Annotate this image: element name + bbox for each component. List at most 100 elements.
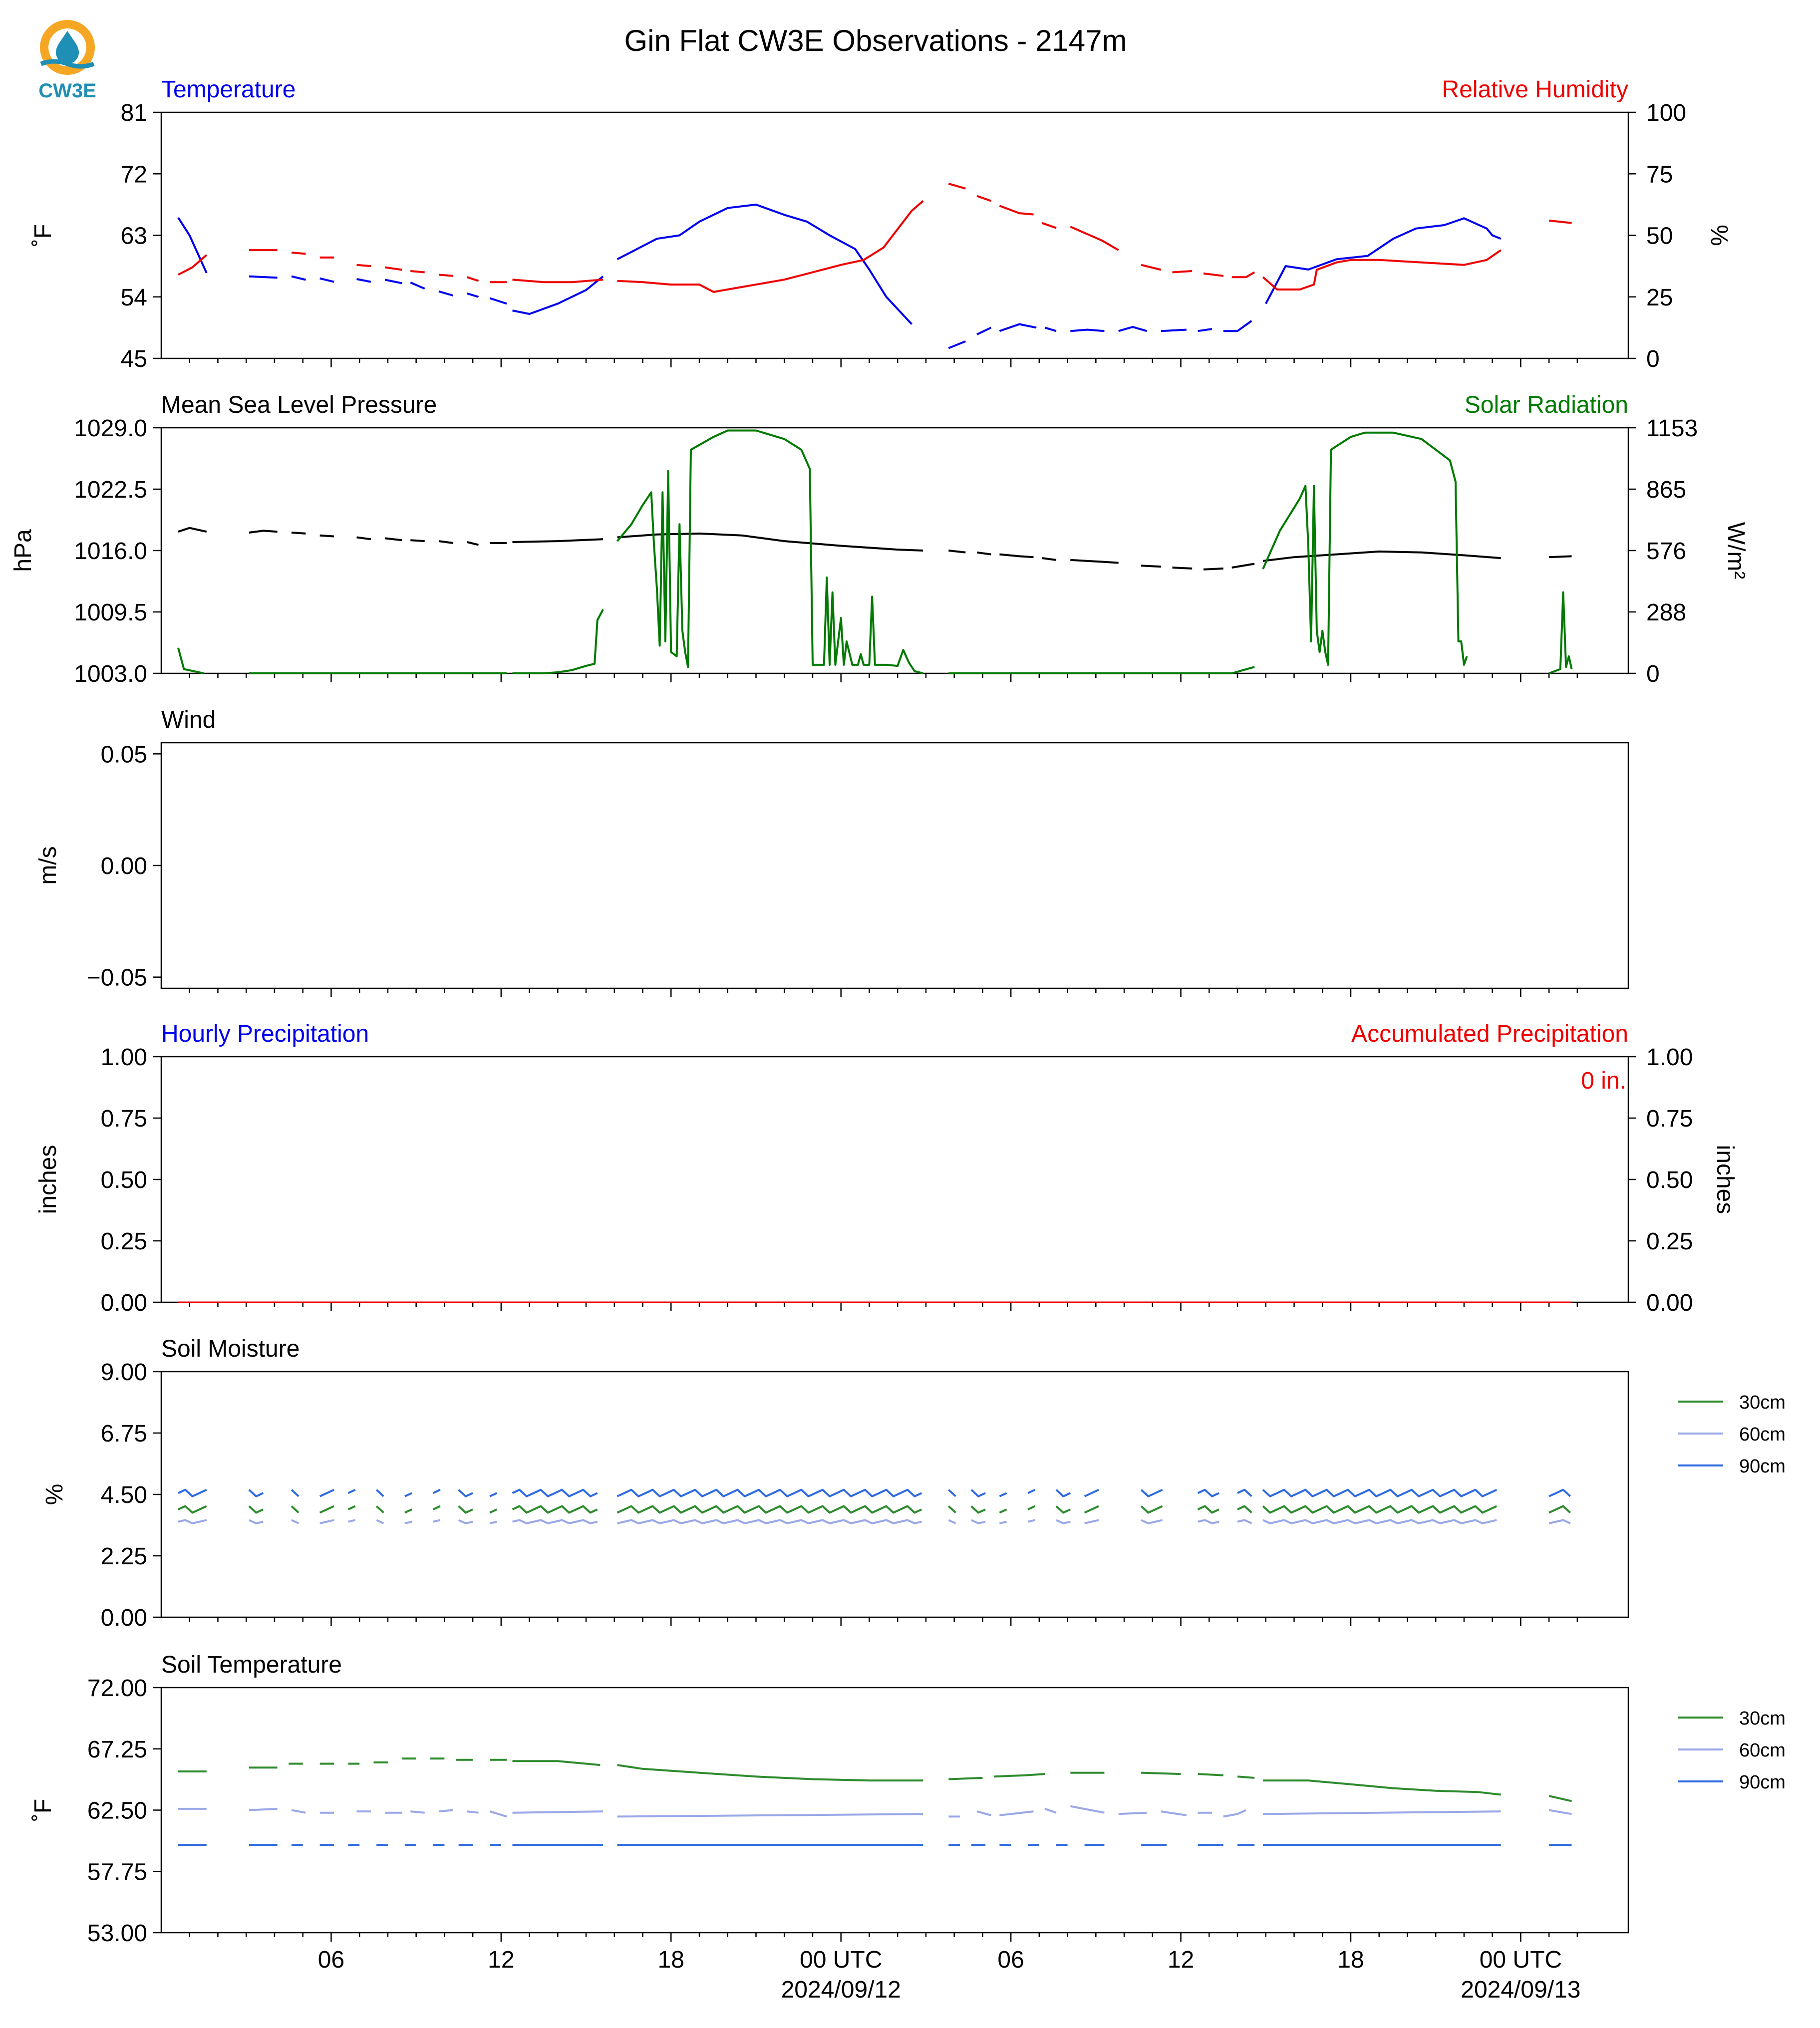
y-tick-label: 53.00 xyxy=(87,1920,147,1947)
panel-right-title: Relative Humidity xyxy=(1442,76,1628,103)
series-line-Temperature xyxy=(177,203,1502,349)
series-line-Solar Radiation xyxy=(177,429,1573,674)
y-axis-label: m/s xyxy=(35,846,61,884)
y-right-tick-label: 0.50 xyxy=(1646,1167,1693,1193)
y-right-tick-label: 0 xyxy=(1646,661,1660,687)
x-tick-label: 06 xyxy=(997,1947,1024,1973)
y-right-tick-label: 25 xyxy=(1646,285,1673,311)
y-tick-label: 63 xyxy=(121,223,147,250)
y-tick-label: 81 xyxy=(121,100,147,126)
y-tick-label: 1.00 xyxy=(101,1044,147,1071)
y-right-tick-label: 0 xyxy=(1646,346,1660,372)
y-tick-label: 72 xyxy=(121,161,147,188)
y-axis-label: % xyxy=(41,1484,68,1505)
accumulated-total-label: 0 in. xyxy=(1581,1068,1626,1094)
x-tick-label: 00 UTC xyxy=(800,1947,882,1973)
y-right-tick-label: 288 xyxy=(1646,599,1686,626)
y-tick-label: 0.75 xyxy=(101,1106,147,1132)
y-tick-label: 62.50 xyxy=(87,1798,147,1824)
x-tick-label: 12 xyxy=(1168,1947,1194,1973)
y-axis-label: ˚F xyxy=(30,224,56,247)
panel-right-title: Solar Radiation xyxy=(1465,392,1628,418)
panel-left-title: Soil Moisture xyxy=(161,1336,300,1362)
panel-3: Hourly Precipitation Accumulated Precipit… xyxy=(35,1021,1738,1316)
series-line-90cm xyxy=(178,1488,1571,1497)
series-line-30cm xyxy=(178,1757,1572,1802)
y-right-tick-label: 50 xyxy=(1646,223,1673,250)
x-tick-label: 12 xyxy=(488,1947,514,1973)
y-right-tick-label: 0.00 xyxy=(1646,1290,1693,1316)
logo-wave-icon xyxy=(40,59,95,69)
legend-label: 30cm xyxy=(1739,1392,1786,1413)
y-axis-label: hPa xyxy=(10,529,36,572)
panel-4: Soil Moisture 9.00 6.75 4.50 2.25 0.00% 30cm 60… xyxy=(41,1336,1786,1631)
y-tick-label: 0.25 xyxy=(101,1228,147,1255)
y-tick-label: 54 xyxy=(121,285,147,311)
y-right-axis-label: inches xyxy=(1712,1145,1738,1214)
y-tick-label: 0.05 xyxy=(101,741,147,768)
x-tick-label: 06 xyxy=(318,1947,344,1973)
y-tick-label: 2.25 xyxy=(101,1543,147,1570)
y-tick-label: 67.25 xyxy=(87,1737,147,1763)
panel-left-title: Wind xyxy=(161,707,216,733)
legend-label: 60cm xyxy=(1739,1740,1786,1761)
y-axis-label: inches xyxy=(35,1145,61,1214)
y-right-tick-label: 576 xyxy=(1646,538,1686,565)
panel-left-title: Soil Temperature xyxy=(161,1652,342,1678)
y-right-tick-label: 0.75 xyxy=(1646,1106,1693,1132)
y-tick-label: 0.50 xyxy=(101,1167,147,1193)
logo-text: CW3E xyxy=(38,80,96,102)
charts-container: Temperature Relative Humidity 81 72 63 54 45 ˚F… xyxy=(10,76,1786,2003)
x-tick-label: 00 UTC xyxy=(1480,1947,1562,1973)
y-right-tick-label: 865 xyxy=(1646,477,1686,503)
x-tick-date-label: 2024/09/12 xyxy=(781,1977,901,2003)
y-tick-label: 57.75 xyxy=(87,1859,147,1885)
x-tick-date-label: 2024/09/13 xyxy=(1461,1977,1580,2003)
legend-label: 60cm xyxy=(1739,1424,1786,1445)
y-tick-label: 1029.0 xyxy=(74,415,147,442)
y-tick-label: 1009.5 xyxy=(74,599,147,626)
y-right-tick-label: 1.00 xyxy=(1646,1044,1693,1071)
water-drop-icon xyxy=(56,31,79,64)
y-tick-label: 72.00 xyxy=(87,1675,147,1702)
y-right-axis-label: W/m² xyxy=(1723,522,1749,579)
y-tick-label: 1003.0 xyxy=(74,661,147,687)
series-line-Mean Sea Level Pressure xyxy=(178,527,1572,571)
y-axis-label: ˚F xyxy=(30,1799,56,1821)
y-tick-label: 0.00 xyxy=(101,1605,147,1631)
legend-label: 30cm xyxy=(1739,1708,1786,1729)
chart-title: Gin Flat CW3E Observations - 2147m xyxy=(624,24,1127,57)
panel-1: Mean Sea Level Pressure Solar Radiation 10… xyxy=(10,392,1749,687)
series-line-30cm xyxy=(178,1505,1571,1514)
y-tick-label: 1022.5 xyxy=(74,477,147,503)
panel-2: Wind 0.05 0.00 −0.05 m/s xyxy=(35,707,1629,997)
legend-label: 90cm xyxy=(1739,1456,1786,1477)
panel-left-title: Mean Sea Level Pressure xyxy=(161,392,437,418)
x-tick-label: 18 xyxy=(658,1947,684,1973)
y-tick-label: 6.75 xyxy=(101,1421,147,1447)
legend-label: 90cm xyxy=(1739,1772,1786,1793)
y-tick-label: 1016.0 xyxy=(74,538,147,565)
y-right-tick-label: 1153 xyxy=(1646,415,1698,442)
series-line-60cm xyxy=(178,1805,1572,1818)
panel-5: Soil Temperature 72.00 67.25 62.50 57.75 53.0… xyxy=(30,1652,1786,1947)
panel-left-title: Temperature xyxy=(161,76,296,103)
y-tick-label: 45 xyxy=(121,346,147,372)
series-line-60cm xyxy=(178,1519,1571,1524)
y-tick-label: 4.50 xyxy=(101,1482,147,1508)
x-tick-label: 18 xyxy=(1337,1947,1364,1973)
y-tick-label: 0.00 xyxy=(101,853,147,879)
series-line-Relative Humidity xyxy=(178,183,1572,293)
panel-0: Temperature Relative Humidity 81 72 63 54 45 ˚F… xyxy=(30,76,1732,372)
panel-right-title: Accumulated Precipitation xyxy=(1351,1021,1628,1047)
y-right-axis-label: % xyxy=(1706,225,1732,246)
y-right-tick-label: 75 xyxy=(1646,161,1673,188)
y-tick-label: 9.00 xyxy=(101,1359,147,1386)
panel-left-title: Hourly Precipitation xyxy=(161,1021,369,1047)
cw3e-logo: CW3E xyxy=(38,20,96,102)
y-tick-label: 0.00 xyxy=(101,1290,147,1316)
y-right-tick-label: 0.25 xyxy=(1646,1228,1693,1255)
y-right-tick-label: 100 xyxy=(1646,100,1686,126)
